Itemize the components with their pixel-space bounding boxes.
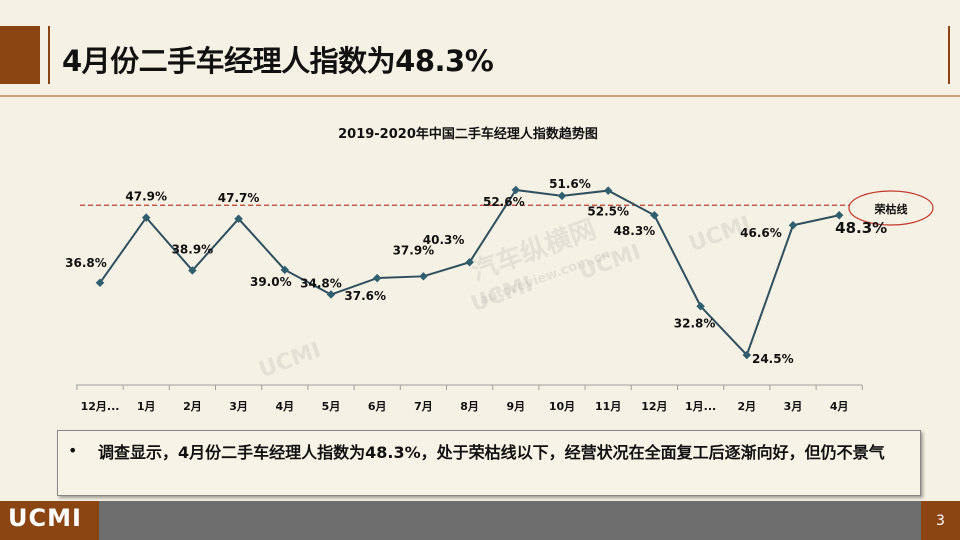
page-title: 4月份二手车经理人指数为48.3% [62, 44, 494, 78]
data-point [280, 265, 290, 275]
data-label: 52.5% [587, 205, 629, 219]
x-tick-label: 2月 [737, 400, 756, 413]
x-tick-label: 4月 [275, 400, 294, 413]
threshold-label-circle [848, 190, 934, 226]
ucmi-logo: UCMI [8, 504, 82, 532]
x-tick-label: 8月 [460, 400, 479, 413]
x-tick-label: 6月 [368, 400, 387, 413]
x-tick-label: 1月... [685, 400, 716, 413]
data-label: 39.0% [250, 275, 292, 289]
data-label: 37.6% [344, 289, 386, 303]
chart-title: 2019-2020年中国二手车经理人指数趋势图 [338, 126, 598, 142]
data-label: 48.3% [835, 219, 887, 237]
data-label: 40.3% [423, 233, 465, 247]
page-number: 3 [936, 513, 945, 529]
data-label: 51.6% [549, 177, 591, 191]
data-label: 48.3% [614, 224, 656, 238]
footer-band [99, 501, 921, 540]
data-point [234, 214, 243, 224]
x-tick-label: 3月 [784, 400, 803, 413]
series-line [99, 188, 840, 357]
data-label: 38.9% [172, 242, 214, 256]
x-tick-label: 9月 [506, 400, 525, 413]
data-point [95, 278, 105, 288]
data-label: 32.8% [674, 316, 716, 330]
x-tick-label: 7月 [414, 400, 433, 413]
x-tick-label: 2月 [183, 400, 202, 413]
data-point [419, 272, 428, 281]
data-label: 46.6% [740, 226, 782, 240]
data-label: 36.8% [65, 256, 107, 270]
title-accent-bar [0, 26, 40, 84]
data-label: 52.6% [483, 195, 525, 209]
data-label: 24.5% [752, 352, 794, 366]
title-divider-left [48, 26, 50, 84]
data-label: 37.9% [393, 243, 435, 257]
x-tick-label: 1月 [137, 400, 156, 413]
data-point [788, 220, 798, 230]
data-point [188, 266, 197, 275]
x-tick-label: 3月 [229, 400, 248, 413]
x-tick-label: 10月 [549, 400, 575, 413]
note-box: • 调查显示，4月份二手车经理人指数为48.3%，处于荣枯线以下，经营状况在全面… [57, 430, 921, 496]
line-chart: 2019-2020年中国二手车经理人指数趋势图 荣枯线 36.8% 47.9% 38… [65, 126, 934, 413]
data-point [326, 290, 336, 299]
threshold-label: 荣枯线 [874, 202, 908, 216]
x-tick-label: 5月 [322, 400, 341, 413]
data-label: 47.7% [218, 191, 260, 205]
data-label: 47.9% [125, 190, 167, 204]
title-divider-right [948, 26, 950, 84]
note-text: 调查显示，4月份二手车经理人指数为48.3%，处于荣枯线以下，经营状况在全面复工… [98, 443, 885, 462]
data-point [650, 211, 659, 220]
data-point [372, 273, 382, 283]
x-tick-label: 4月 [830, 400, 849, 413]
data-point [465, 257, 474, 267]
data-point [834, 211, 844, 220]
x-tick-label: 12月... [81, 400, 120, 413]
note-bullet: • [68, 441, 78, 460]
title-rule [0, 95, 960, 97]
x-tick-label: 12月 [641, 400, 667, 413]
data-point [742, 350, 752, 360]
data-label: 34.8% [300, 277, 342, 291]
data-point [603, 186, 613, 195]
x-tick-label: 11月 [595, 400, 621, 413]
data-point [141, 213, 151, 222]
data-point [557, 191, 567, 201]
